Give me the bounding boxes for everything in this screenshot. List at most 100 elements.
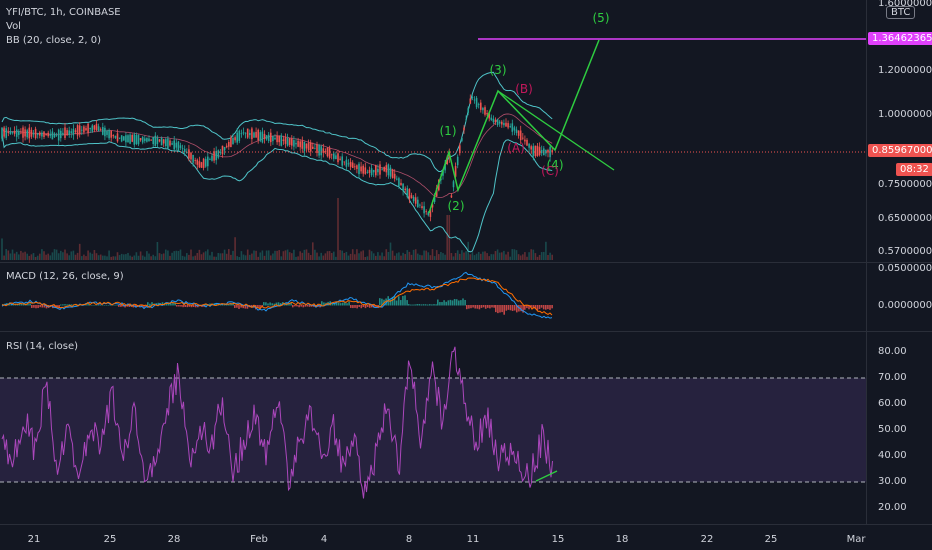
candle-body bbox=[267, 134, 270, 142]
macd-histogram-bar bbox=[170, 303, 172, 306]
macd-histogram-bar bbox=[194, 305, 197, 308]
currency-badge[interactable]: BTC bbox=[886, 6, 916, 19]
macd-histogram-bar bbox=[110, 305, 112, 306]
volume-bar bbox=[9, 253, 12, 260]
macd-histogram-bar bbox=[103, 305, 106, 306]
macd-histogram-bar bbox=[433, 304, 435, 306]
candle-body bbox=[549, 146, 551, 158]
volume-bar bbox=[114, 256, 117, 260]
volume-bar bbox=[465, 251, 467, 260]
candle-body bbox=[127, 135, 129, 143]
volume-bar bbox=[249, 254, 251, 260]
macd-histogram-bar bbox=[431, 304, 433, 306]
macd-histogram-bar bbox=[513, 305, 516, 311]
macd-histogram-bar bbox=[449, 299, 452, 306]
candle-body bbox=[91, 125, 94, 132]
volume-bar bbox=[482, 251, 484, 260]
rsi-tick: 20.00 bbox=[878, 502, 907, 513]
macd-histogram-bar bbox=[132, 305, 135, 308]
volume-bar bbox=[211, 251, 213, 260]
volume-bar bbox=[536, 256, 539, 260]
volume-bar bbox=[72, 250, 75, 260]
macd-histogram-bar bbox=[105, 305, 108, 306]
candle-body bbox=[123, 136, 125, 141]
volume-bar bbox=[244, 255, 247, 260]
candle-body bbox=[272, 136, 274, 142]
macd-histogram-bar bbox=[542, 305, 545, 310]
volume-bar bbox=[391, 250, 394, 260]
volume-bar bbox=[177, 250, 180, 260]
time-tick: 22 bbox=[700, 534, 714, 545]
volume-bar bbox=[425, 250, 427, 260]
pane-divider-rsi[interactable] bbox=[0, 331, 932, 332]
volume-bar bbox=[463, 252, 465, 260]
elliott-wave-path bbox=[428, 39, 600, 214]
macd-histogram-bar bbox=[151, 302, 153, 306]
bb-label[interactable]: BB (20, close, 2, 0) bbox=[6, 35, 101, 46]
macd-histogram-bar bbox=[273, 303, 276, 306]
macd-histogram-bar bbox=[66, 304, 68, 306]
macd-histogram-bar bbox=[458, 300, 460, 306]
candle-body bbox=[284, 137, 287, 144]
candle-body bbox=[85, 128, 87, 131]
volume-bar bbox=[475, 253, 478, 260]
candle-body bbox=[477, 104, 480, 106]
candle-body bbox=[3, 127, 5, 137]
symbol-title[interactable]: YFI/BTC, 1h, COINBASE bbox=[6, 7, 121, 18]
candle-body bbox=[150, 139, 152, 141]
candle-body bbox=[93, 125, 96, 130]
volume-bar bbox=[364, 256, 367, 260]
candle-body bbox=[110, 130, 112, 138]
wave-label: (2) bbox=[448, 199, 465, 213]
volume-bar bbox=[162, 253, 165, 260]
volume-bar bbox=[87, 250, 89, 260]
macd-histogram-bar bbox=[288, 302, 290, 306]
macd-histogram-bar bbox=[240, 305, 242, 308]
volume-bar bbox=[148, 253, 150, 260]
candle-body bbox=[251, 128, 253, 140]
volume-bar bbox=[480, 253, 482, 260]
macd-histogram-bar bbox=[18, 303, 21, 306]
volume-bar bbox=[318, 256, 320, 260]
countdown-tag: 08:32 bbox=[896, 163, 932, 176]
candle-body bbox=[64, 127, 66, 138]
volume-bar bbox=[110, 256, 112, 260]
volume-bar bbox=[60, 250, 62, 260]
volume-bar bbox=[341, 250, 343, 260]
volume-bar bbox=[274, 250, 276, 260]
volume-bar bbox=[238, 256, 241, 260]
volume-bar bbox=[209, 255, 211, 260]
volume-bar bbox=[505, 254, 507, 260]
macd-histogram-bar bbox=[480, 305, 483, 308]
time-tick: 25 bbox=[764, 534, 778, 545]
volume-bar bbox=[5, 249, 7, 260]
volume-bar bbox=[7, 250, 10, 260]
macd-histogram-bar bbox=[203, 305, 205, 307]
macd-histogram-bar bbox=[190, 305, 193, 308]
candle-body bbox=[282, 139, 285, 141]
volume-bar bbox=[307, 252, 310, 260]
candle-body bbox=[39, 132, 41, 136]
candle-body bbox=[322, 148, 325, 153]
macd-histogram-bar bbox=[464, 299, 466, 306]
volume-bar bbox=[133, 255, 136, 260]
volume-bar bbox=[431, 249, 434, 260]
volume-bar bbox=[160, 254, 163, 260]
candle-body bbox=[286, 137, 289, 146]
macd-label[interactable]: MACD (12, 26, close, 9) bbox=[6, 271, 124, 282]
candle-body bbox=[419, 204, 421, 206]
candle-body bbox=[217, 150, 220, 158]
candle-body bbox=[488, 113, 490, 119]
pane-divider-macd[interactable] bbox=[0, 262, 932, 263]
macd-histogram-bar bbox=[362, 305, 365, 308]
candle-body bbox=[246, 128, 249, 138]
volume-label[interactable]: Vol bbox=[6, 21, 21, 32]
candle-body bbox=[22, 127, 24, 138]
candle-body bbox=[345, 159, 348, 167]
rsi-label[interactable]: RSI (14, close) bbox=[6, 341, 79, 352]
volume-bar bbox=[517, 254, 520, 260]
macd-histogram-bar bbox=[447, 300, 450, 306]
volume-bar bbox=[99, 254, 102, 260]
